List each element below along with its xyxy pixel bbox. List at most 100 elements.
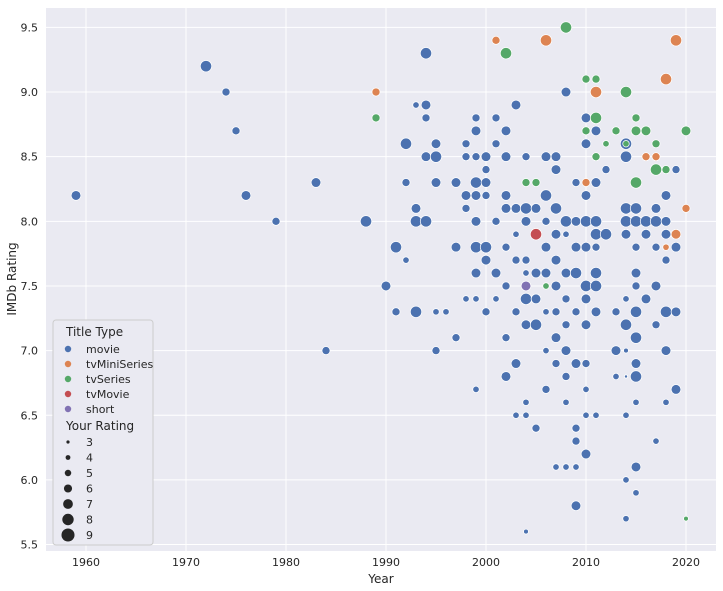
point-movie [419, 215, 433, 228]
point-tvSeries [683, 515, 689, 522]
point-movie [480, 254, 492, 266]
point-tvMiniSeries [659, 73, 673, 86]
point-movie [550, 228, 562, 240]
point-movie [520, 319, 532, 331]
legend-marker-tvSeries [64, 375, 72, 383]
y-tick-label: 9.0 [21, 86, 39, 99]
y-axis-label: IMDb Rating [5, 242, 19, 315]
x-tick-label: 2020 [672, 556, 700, 569]
point-movie [471, 152, 481, 162]
point-movie [550, 280, 562, 292]
point-movie [651, 320, 661, 330]
point-movie [491, 216, 501, 226]
point-movie [520, 216, 532, 227]
point-movie [491, 139, 501, 149]
point-movie [501, 242, 511, 252]
point-tvSeries [521, 178, 531, 187]
point-movie [501, 333, 511, 343]
point-movie [622, 476, 630, 484]
point-movie [519, 292, 533, 305]
point-movie [601, 165, 611, 175]
legend-size-title: Your Rating [65, 419, 134, 433]
legend-size-entries: 3 4 5 6 7 8 9 [61, 436, 93, 542]
point-movie [450, 177, 462, 188]
legend-hue-title: Title Type [65, 325, 123, 339]
point-tvSeries [542, 282, 550, 290]
point-movie [271, 216, 281, 226]
plot-background [46, 8, 716, 551]
point-movie [590, 306, 602, 318]
point-movie [541, 384, 551, 394]
point-movie [511, 255, 521, 265]
legend-size-label: 5 [86, 467, 93, 480]
point-movie [231, 126, 241, 136]
point-tvMiniSeries [491, 35, 501, 45]
point-movie [651, 242, 661, 252]
point-movie [660, 228, 672, 240]
point-movie [550, 254, 562, 266]
point-movie [321, 346, 331, 356]
point-movie [470, 125, 482, 137]
legend-size-marker [61, 528, 75, 542]
point-movie [622, 515, 630, 523]
legend-size-marker [65, 455, 71, 460]
legend-marker-tvMovie [64, 390, 72, 398]
point-movie [401, 178, 411, 187]
point-movie [610, 345, 622, 356]
point-movie [630, 461, 642, 473]
point-movie [410, 203, 422, 214]
point-movie [550, 151, 562, 162]
point-movie [662, 398, 670, 406]
point-movie [391, 307, 401, 317]
point-movie [571, 423, 581, 433]
point-movie [582, 385, 590, 394]
legend-marker-tvMiniSeries [64, 360, 72, 368]
point-movie [590, 177, 602, 188]
legend-size-label: 4 [86, 452, 93, 465]
point-movie [470, 216, 482, 227]
point-movie [630, 267, 642, 279]
point-movie [580, 293, 592, 305]
point-movie [559, 215, 573, 228]
legend-size-marker [63, 484, 73, 493]
point-tvSeries [581, 74, 591, 84]
point-movie [420, 151, 432, 162]
point-movie [490, 267, 502, 279]
y-tick-label: 6.5 [21, 409, 39, 422]
point-movie [429, 150, 443, 163]
point-movie [529, 318, 543, 331]
point-movie [539, 189, 553, 202]
point-movie [541, 216, 551, 226]
point-movie [450, 241, 462, 253]
legend-size-label: 6 [86, 483, 93, 496]
point-movie [472, 385, 480, 394]
point-movie [521, 255, 531, 265]
point-movie [571, 307, 581, 317]
point-movie [470, 190, 482, 201]
point-movie [580, 241, 592, 253]
point-movie [562, 463, 570, 471]
point-movie [580, 190, 592, 201]
legend-size-label: 8 [86, 514, 93, 527]
point-tvSeries [559, 21, 573, 34]
point-tvSeries [591, 74, 601, 84]
x-gridlines [85, 8, 687, 551]
point-movie [629, 331, 643, 344]
point-movie [589, 266, 603, 280]
x-tick-labels: 1960 1970 1980 1990 2000 2010 2020 [72, 556, 700, 569]
point-movie [581, 359, 591, 368]
point-movie [623, 347, 629, 354]
point-tvSeries [602, 140, 610, 148]
point-movie [310, 177, 322, 188]
point-tvSeries [680, 125, 692, 137]
point-movie [631, 242, 641, 252]
point-short [520, 280, 532, 292]
point-movie [470, 267, 482, 279]
point-movie [199, 60, 213, 73]
point-tvSeries [651, 139, 661, 149]
point-tvMiniSeries [589, 85, 603, 99]
point-movie [471, 113, 481, 123]
point-movie [570, 358, 582, 369]
point-movie [650, 280, 662, 292]
point-movie [629, 305, 643, 318]
